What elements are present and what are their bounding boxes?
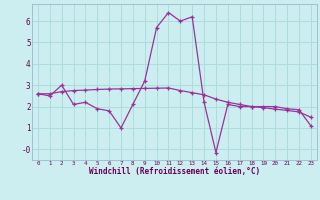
X-axis label: Windchill (Refroidissement éolien,°C): Windchill (Refroidissement éolien,°C)	[89, 167, 260, 176]
